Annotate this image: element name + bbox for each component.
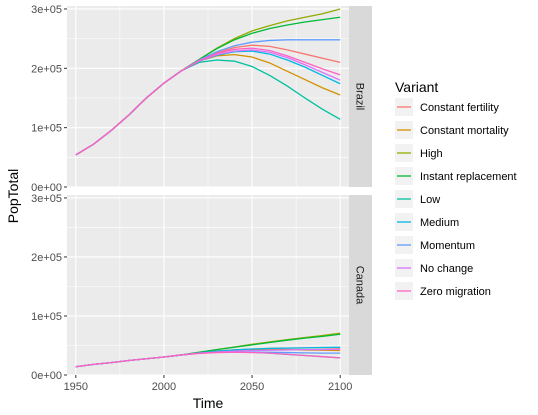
y-tick-label: 2e+05 [31, 63, 62, 75]
y-tick-label: 2e+05 [31, 252, 62, 264]
legend-item: Constant mortality [395, 121, 509, 139]
x-tick-label: 2000 [152, 381, 176, 393]
y-tick-label: 0e+00 [31, 370, 62, 382]
y-tick-label: 0e+00 [31, 182, 62, 194]
facet-strip [349, 6, 372, 187]
legend-item: Zero migration [395, 282, 491, 300]
legend-item: Momentum [395, 236, 475, 254]
legend-label: Constant mortality [420, 125, 509, 137]
series-line-zero-migration [75, 47, 341, 156]
legend-label: No change [420, 263, 473, 275]
legend-item: Instant replacement [395, 167, 517, 185]
legend-label: Momentum [420, 240, 475, 252]
y-axis-title: PopTotal [5, 169, 21, 223]
x-tick-label: 1950 [64, 381, 88, 393]
legend-item: High [395, 144, 443, 162]
x-axis: 1950 2000 2050 2100 [64, 375, 352, 393]
facet-panels: 0e+00 1e+05 2e+05 3e+05 Brazil 0e+00 1e+05 2e+0… [31, 4, 372, 382]
legend-label: Zero migration [420, 286, 491, 298]
legend-label: Instant replacement [420, 171, 517, 183]
facet-strip-label: Canada [354, 266, 366, 305]
series-line-zero-migration [75, 351, 341, 368]
legend-label: Low [420, 194, 440, 206]
y-tick-label: 3e+05 [31, 193, 62, 205]
y-tick-label: 3e+05 [31, 4, 62, 16]
legend-item: Constant fertility [395, 98, 499, 116]
legend-label: High [420, 148, 443, 160]
y-tick-label: 1e+05 [31, 311, 62, 323]
legend-title: Variant [395, 79, 438, 95]
legend-item: Medium [395, 213, 459, 231]
x-axis-title: Time [193, 395, 224, 411]
legend-item: No change [395, 259, 473, 277]
facet-strip-label: Brazil [354, 83, 366, 111]
y-tick-label: 1e+05 [31, 123, 62, 135]
legend-label: Medium [420, 217, 459, 229]
facet-brazil: 0e+00 1e+05 2e+05 3e+05 Brazil [31, 4, 372, 194]
x-tick-label: 2050 [240, 381, 264, 393]
legend: Variant Constant fertility Constant mortal… [395, 79, 517, 300]
facet-strip [349, 195, 372, 375]
facet-canada: 0e+00 1e+05 2e+05 3e+05 Canada [31, 193, 372, 382]
legend-item: Low [395, 190, 440, 208]
legend-label: Constant fertility [420, 102, 499, 114]
x-tick-label: 2100 [328, 381, 352, 393]
